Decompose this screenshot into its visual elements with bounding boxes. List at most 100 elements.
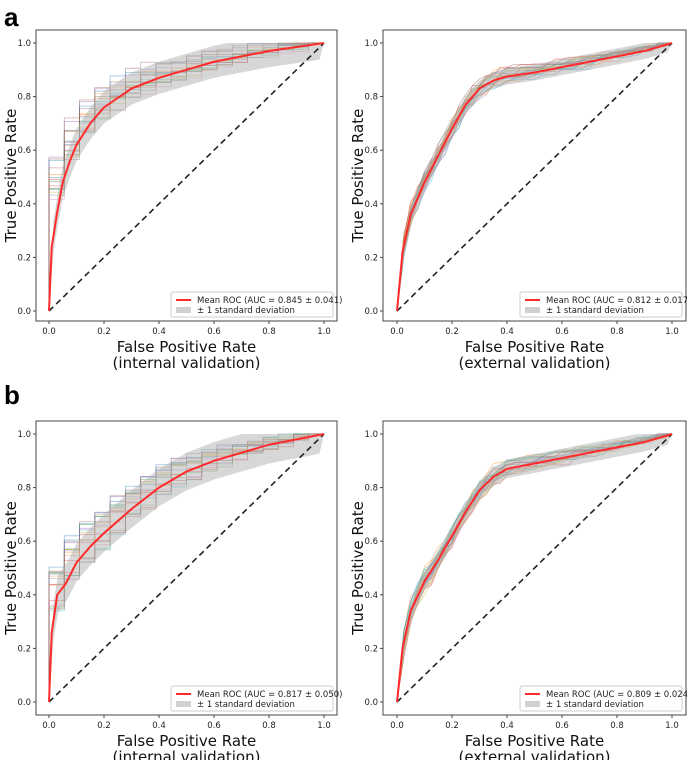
x-tick-label: 0.8 xyxy=(610,721,624,731)
legend-mean-label: Mean ROC (AUC = 0.809 ± 0.024) xyxy=(546,690,687,700)
x-tick-label: 0.4 xyxy=(152,721,166,731)
x-tick-label: 0.4 xyxy=(500,721,514,731)
x-axis-sublabel: (external validation) xyxy=(458,354,610,372)
y-tick-label: 0.8 xyxy=(364,93,378,103)
y-tick-label: 0.8 xyxy=(17,484,31,494)
legend-std-swatch xyxy=(525,307,540,313)
x-tick-label: 0.0 xyxy=(390,721,404,731)
x-axis-sublabel: (internal validation) xyxy=(113,354,261,372)
y-tick-label: 1.0 xyxy=(364,39,378,49)
y-tick-label: 0.8 xyxy=(17,93,31,103)
x-tick-label: 1.0 xyxy=(665,721,679,731)
y-tick-label: 0.0 xyxy=(364,307,378,317)
chance-diagonal-line xyxy=(396,42,673,312)
panel-label-a: a xyxy=(4,2,19,32)
x-tick-label: 1.0 xyxy=(665,327,679,337)
legend-std-swatch xyxy=(176,701,191,707)
y-tick-label: 1.0 xyxy=(364,430,378,440)
std-deviation-band xyxy=(49,43,324,311)
y-tick-label: 1.0 xyxy=(17,430,31,440)
legend-box xyxy=(519,291,683,318)
x-tick-label: 0.4 xyxy=(152,327,166,337)
legend-std-label: ± 1 standard deviation xyxy=(197,306,295,316)
roc-panel-a-right: 0.0 0.2 0.4 0.6 0.8 1.0 0.0 0.2 0.4 0.6 0.8 1.0 Fals… xyxy=(349,29,687,372)
x-tick-label: 0.0 xyxy=(42,327,56,337)
y-tick-label: 0.0 xyxy=(17,307,31,317)
legend-box xyxy=(519,685,683,712)
roc-panel-a-left: 0.0 0.2 0.4 0.6 0.8 1.0 0.0 0.2 0.4 0.6 0.8 1.0 Fals… xyxy=(2,29,342,372)
roc-panel-b-right: 0.0 0.2 0.4 0.6 0.8 1.0 0.0 0.2 0.4 0.6 0.8 1.0 Fals… xyxy=(349,420,687,760)
x-tick-label: 0.2 xyxy=(445,721,459,731)
legend: Mean ROC (AUC = 0.812 ± 0.017)± 1 standa… xyxy=(519,291,687,318)
mean-roc-curve xyxy=(48,433,325,703)
y-tick-label: 0.6 xyxy=(17,537,31,547)
y-tick-label: 0.2 xyxy=(17,644,31,654)
legend-std-swatch xyxy=(525,701,540,707)
x-tick-label: 0.2 xyxy=(97,327,111,337)
panel-label-b: b xyxy=(4,380,20,410)
axes-frame xyxy=(382,420,687,716)
x-tick-label: 0.8 xyxy=(610,327,624,337)
y-tick-label: 0.4 xyxy=(17,200,31,210)
x-tick-label: 0.6 xyxy=(555,721,569,731)
x-tick-label: 0.4 xyxy=(500,327,514,337)
axes-frame xyxy=(35,29,338,322)
legend-mean-label: Mean ROC (AUC = 0.817 ± 0.050) xyxy=(197,690,342,700)
y-axis-label: True Positive Rate xyxy=(2,109,20,244)
legend-std-label: ± 1 standard deviation xyxy=(546,700,644,710)
legend-std-swatch xyxy=(176,307,191,313)
mean-roc-curve xyxy=(396,433,673,703)
y-tick-label: 0.6 xyxy=(364,537,378,547)
legend: Mean ROC (AUC = 0.809 ± 0.024)± 1 standa… xyxy=(519,685,687,712)
chance-diagonal-line xyxy=(48,42,325,312)
axes-frame xyxy=(35,420,338,716)
axes-frame xyxy=(382,29,687,322)
y-tick-label: 0.4 xyxy=(364,200,378,210)
roc-panel-b-left: 0.0 0.2 0.4 0.6 0.8 1.0 0.0 0.2 0.4 0.6 0.8 1.0 Fals… xyxy=(2,420,342,760)
y-tick-label: 0.2 xyxy=(364,253,378,263)
y-tick-label: 0.0 xyxy=(364,698,378,708)
y-tick-label: 0.2 xyxy=(364,644,378,654)
y-axis-label: True Positive Rate xyxy=(2,501,20,636)
x-tick-label: 0.2 xyxy=(445,327,459,337)
x-tick-label: 1.0 xyxy=(317,327,331,337)
legend: Mean ROC (AUC = 0.845 ± 0.041)± 1 standa… xyxy=(170,291,342,318)
legend-mean-label: Mean ROC (AUC = 0.845 ± 0.041) xyxy=(197,296,342,306)
mean-roc-curve xyxy=(48,42,325,312)
x-tick-label: 0.6 xyxy=(207,327,221,337)
x-tick-label: 0.0 xyxy=(390,327,404,337)
x-tick-label: 1.0 xyxy=(317,721,331,731)
x-tick-label: 0.6 xyxy=(207,721,221,731)
y-tick-label: 0.4 xyxy=(17,591,31,601)
x-tick-label: 0.8 xyxy=(262,327,276,337)
y-tick-label: 0.0 xyxy=(17,698,31,708)
x-axis-label: False Positive Rate xyxy=(117,732,256,750)
y-tick-label: 0.4 xyxy=(364,591,378,601)
x-axis-sublabel: (internal validation) xyxy=(113,748,261,760)
legend-mean-label: Mean ROC (AUC = 0.812 ± 0.017) xyxy=(546,296,687,306)
legend-std-label: ± 1 standard deviation xyxy=(197,700,295,710)
x-tick-label: 0.2 xyxy=(97,721,111,731)
y-tick-label: 0.6 xyxy=(364,146,378,156)
x-axis-label: False Positive Rate xyxy=(465,732,604,750)
y-tick-label: 0.8 xyxy=(364,484,378,494)
x-axis-label: False Positive Rate xyxy=(117,338,256,356)
x-tick-label: 0.6 xyxy=(555,327,569,337)
x-axis-sublabel: (external validation) xyxy=(458,748,610,760)
std-deviation-band xyxy=(49,434,324,702)
y-tick-label: 1.0 xyxy=(17,39,31,49)
y-tick-label: 0.6 xyxy=(17,146,31,156)
y-tick-label: 0.2 xyxy=(17,253,31,263)
legend-box xyxy=(170,291,334,318)
legend-box xyxy=(170,685,334,712)
x-tick-label: 0.0 xyxy=(42,721,56,731)
mean-roc-curve xyxy=(396,42,673,312)
x-tick-label: 0.8 xyxy=(262,721,276,731)
legend: Mean ROC (AUC = 0.817 ± 0.050)± 1 standa… xyxy=(170,685,342,712)
chance-diagonal-line xyxy=(48,433,325,703)
chance-diagonal-line xyxy=(396,433,673,703)
y-axis-label: True Positive Rate xyxy=(349,501,367,636)
legend-std-label: ± 1 standard deviation xyxy=(546,306,644,316)
x-axis-label: False Positive Rate xyxy=(465,338,604,356)
